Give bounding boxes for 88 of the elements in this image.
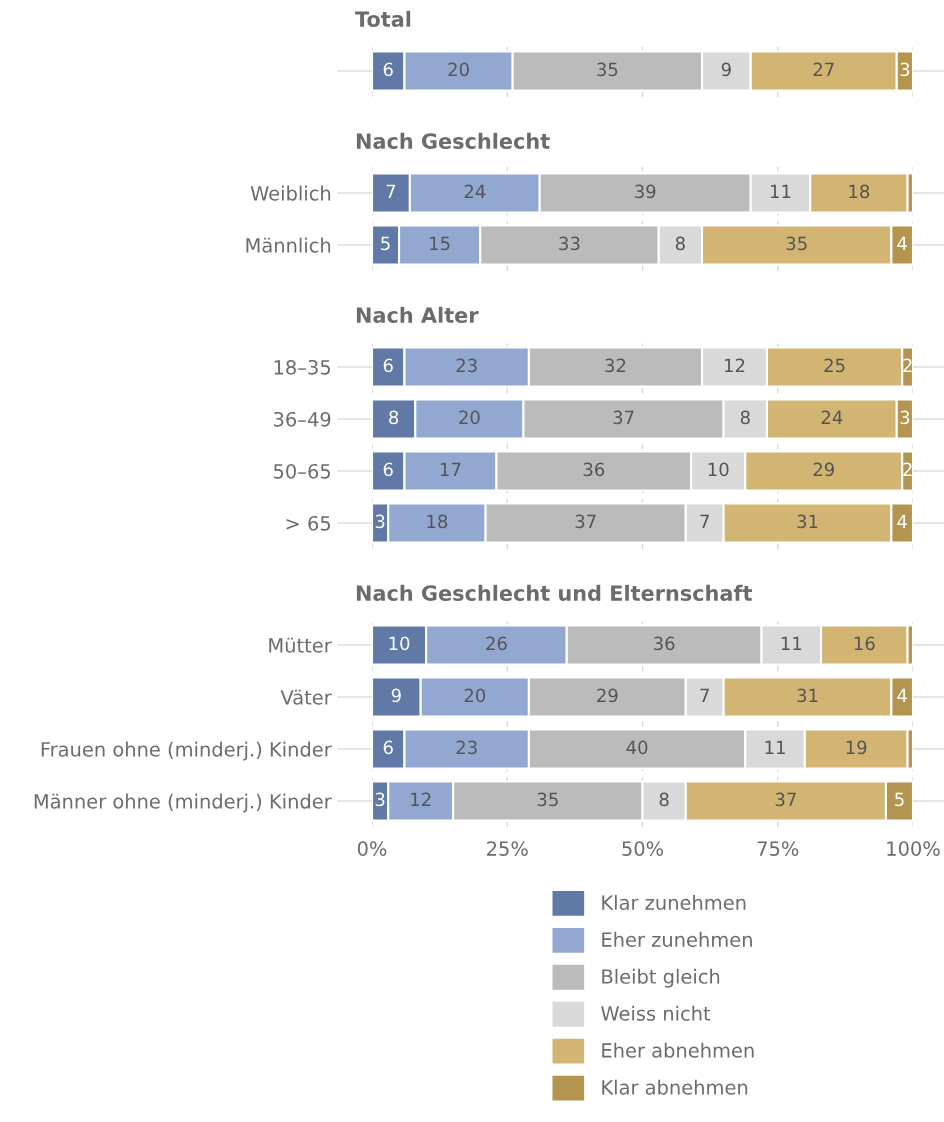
- legend-label: Eher abnehmen: [602, 1042, 754, 1058]
- data-label: 3: [375, 514, 385, 529]
- data-label: 31: [797, 688, 818, 703]
- data-label: 11: [770, 184, 791, 198]
- data-label: 39: [635, 184, 656, 199]
- data-label: 7: [386, 184, 396, 198]
- legend-label: Weiss nicht: [601, 1005, 711, 1021]
- x-tick-label: 75%: [757, 841, 799, 856]
- y-tick-label: Väter: [280, 689, 332, 705]
- data-label: 29: [597, 688, 618, 703]
- x-tick-label: 100%: [887, 841, 940, 856]
- data-label: 20: [459, 410, 480, 425]
- data-label: 5: [381, 236, 390, 251]
- chart-title: Total: [355, 10, 411, 27]
- data-label: 17: [440, 462, 461, 476]
- y-tick-label: Mütter: [269, 637, 332, 653]
- x-tick-label: 25%: [487, 841, 528, 856]
- data-label: 10: [708, 462, 729, 477]
- data-label: 6: [383, 740, 393, 755]
- data-label: 23: [456, 740, 477, 755]
- data-label: 3: [900, 410, 910, 425]
- y-tick-label: Männlich: [246, 237, 331, 253]
- data-label: 18: [427, 514, 448, 529]
- legend-label: Eher zunehmen: [602, 931, 752, 947]
- data-label: 16: [854, 636, 875, 651]
- data-label: 37: [575, 514, 596, 529]
- legend-label: Klar abnehmen: [602, 1079, 748, 1095]
- data-label: 36: [654, 636, 675, 651]
- data-label: 27: [813, 62, 834, 76]
- chart-title: Nach Geschlecht und Elternschaft: [356, 584, 752, 601]
- y-tick-label: Weiblich: [250, 185, 331, 201]
- data-label: 4: [897, 514, 907, 528]
- data-label: 19: [846, 740, 867, 755]
- data-label: 6: [383, 62, 393, 77]
- data-label: 23: [456, 358, 477, 373]
- data-label: 31: [797, 514, 818, 529]
- y-tick-label: Männer ohne (minderj.) Kinder: [34, 793, 332, 813]
- data-label: 24: [821, 410, 843, 424]
- x-tick-label: 0%: [357, 841, 387, 856]
- chart-title: Nach Geschlecht: [356, 132, 550, 149]
- data-label: 18: [849, 184, 870, 199]
- data-label: 20: [448, 62, 469, 77]
- data-label: 32: [605, 358, 626, 373]
- data-label: 25: [824, 358, 845, 373]
- data-label: 26: [486, 636, 507, 651]
- data-label: 2: [903, 462, 912, 476]
- data-label: 3: [375, 792, 385, 807]
- y-tick-label: Frauen ohne (minderj.) Kinder: [41, 741, 332, 761]
- y-tick-label: 36–49: [274, 411, 331, 427]
- data-label: 37: [613, 410, 634, 425]
- data-label: 8: [740, 410, 750, 425]
- data-label: 8: [675, 236, 685, 251]
- x-tick-label: 50%: [622, 841, 664, 856]
- data-label: 7: [700, 514, 709, 528]
- data-label: 12: [724, 358, 745, 372]
- data-label: 9: [721, 62, 731, 77]
- data-label: 9: [391, 688, 401, 703]
- data-label: 6: [383, 358, 393, 373]
- data-label: 36: [583, 462, 605, 477]
- y-tick-label: 50–65: [274, 463, 331, 479]
- legend-label: Bleibt gleich: [602, 968, 720, 988]
- data-label: 6: [383, 462, 393, 477]
- data-label: 11: [765, 740, 785, 754]
- data-label: 35: [597, 62, 618, 77]
- data-label: 37: [775, 792, 796, 807]
- data-label: 10: [389, 636, 410, 651]
- data-label: 5: [895, 792, 904, 807]
- data-label: 4: [897, 688, 907, 702]
- data-label: 4: [897, 236, 907, 250]
- data-label: 7: [700, 688, 709, 702]
- y-tick-label: 18–35: [274, 359, 331, 375]
- data-label: 35: [537, 792, 558, 807]
- data-label: 33: [559, 236, 580, 251]
- legend-label: Klar zunehmen: [602, 894, 746, 910]
- chart-title: Nach Alter: [356, 306, 479, 323]
- data-label: 12: [411, 792, 431, 806]
- data-label: 3: [900, 62, 910, 77]
- data-label: 11: [781, 636, 802, 650]
- data-label: 15: [430, 236, 450, 251]
- data-label: 8: [659, 792, 669, 807]
- data-label: 24: [464, 184, 486, 198]
- data-label: 20: [464, 688, 486, 703]
- y-tick-label: > 65: [286, 515, 331, 531]
- data-label: 29: [813, 462, 834, 477]
- data-label: 2: [903, 358, 912, 372]
- data-label: 40: [626, 740, 648, 755]
- data-label: 35: [786, 236, 807, 251]
- data-label: 8: [389, 410, 399, 425]
